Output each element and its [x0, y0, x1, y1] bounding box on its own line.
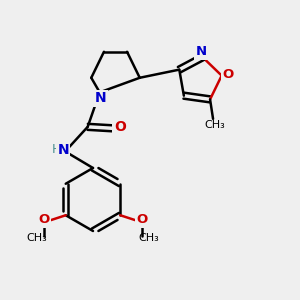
Text: N: N — [57, 142, 69, 157]
Text: O: O — [223, 68, 234, 81]
Text: N: N — [196, 45, 207, 58]
Text: CH₃: CH₃ — [26, 233, 47, 243]
Text: CH₃: CH₃ — [204, 121, 225, 130]
Text: O: O — [136, 213, 148, 226]
Text: O: O — [38, 213, 50, 226]
Text: CH₃: CH₃ — [139, 233, 160, 243]
Text: H: H — [52, 143, 61, 156]
Text: O: O — [114, 120, 126, 134]
Text: N: N — [95, 91, 106, 105]
